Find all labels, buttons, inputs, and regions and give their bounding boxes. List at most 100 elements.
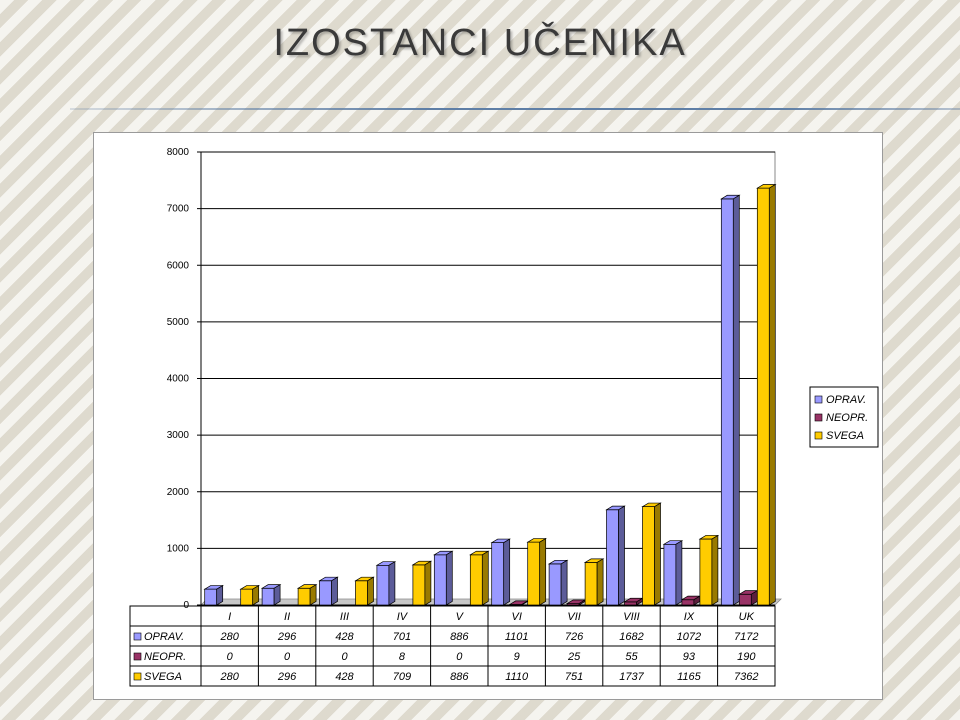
- data-label: 8: [399, 651, 406, 663]
- bar-oprav-v: [433, 554, 447, 606]
- data-label: 886: [450, 671, 469, 683]
- y-tick-label: 3000: [167, 430, 190, 441]
- bar-svega-v: [469, 554, 483, 606]
- bar-side: [445, 550, 453, 606]
- chart-area: 0 1000 2000 3000 4000 5000 6000 7000 8000 I II III I…: [93, 132, 883, 700]
- y-tick-label: 7000: [167, 204, 190, 215]
- data-label: 1682: [619, 631, 643, 643]
- bar-side: [768, 183, 776, 606]
- legend-label: SVEGA: [826, 430, 864, 442]
- data-label: 709: [393, 671, 411, 683]
- bar-svega-uk: [756, 187, 770, 606]
- bar-svega-iv: [412, 564, 426, 606]
- bar-side: [367, 576, 374, 606]
- bar-svega-iii: [355, 580, 368, 606]
- x-tick-label: V: [456, 611, 465, 623]
- data-label: 428: [335, 671, 354, 683]
- data-label: 1101: [505, 631, 529, 643]
- bar-side: [273, 584, 281, 606]
- data-label: 296: [277, 631, 297, 643]
- table-legend-key: [133, 652, 142, 661]
- bar-oprav-vi: [491, 542, 505, 606]
- x-tick-label: III: [340, 611, 349, 623]
- slide-title: IZOSTANCI UČENIKA: [273, 22, 687, 64]
- data-label: 55: [625, 651, 638, 663]
- bar-side: [309, 584, 317, 606]
- bar-svega-ix: [699, 538, 713, 606]
- data-label: 0: [284, 651, 291, 663]
- bar-svega-viii: [642, 506, 655, 606]
- x-tick-label: VI: [511, 611, 521, 623]
- bar-side: [424, 560, 432, 606]
- y-tick-label: 2000: [167, 487, 190, 498]
- bar-side: [654, 502, 661, 606]
- bar-side: [388, 561, 396, 606]
- y-tick-label: 5000: [167, 317, 190, 328]
- data-label: 1072: [677, 631, 701, 643]
- bar-svega-i: [240, 588, 254, 606]
- bar-oprav-i: [204, 588, 218, 606]
- data-label: 1737: [619, 671, 644, 683]
- x-tick-label: II: [284, 611, 290, 623]
- bar-neopr-uk: [738, 593, 752, 606]
- bar-side: [618, 505, 625, 606]
- bar-oprav-ix: [663, 543, 677, 606]
- bar-svega-vii: [584, 562, 598, 606]
- bar-side: [596, 558, 604, 606]
- data-label: 0: [341, 651, 348, 663]
- legend-key: [814, 395, 823, 404]
- bar-svega-ii: [297, 587, 311, 606]
- data-label: 280: [220, 671, 240, 683]
- bar-neopr-viii: [624, 601, 637, 606]
- data-label: 428: [335, 631, 354, 643]
- bar-side: [331, 576, 338, 606]
- table-series-label: SVEGA: [144, 671, 182, 683]
- x-tick-label: IX: [684, 611, 695, 623]
- bar-neopr-ix: [681, 599, 695, 606]
- table-series-label: OPRAV.: [144, 631, 184, 643]
- bar-side: [560, 559, 568, 606]
- bar-oprav-iv: [376, 564, 390, 606]
- data-label: 1165: [677, 671, 702, 683]
- bar-oprav-iii: [319, 580, 332, 606]
- data-label: 25: [567, 651, 581, 663]
- legend-label: OPRAV.: [826, 394, 866, 406]
- legend-key: [814, 431, 823, 440]
- bar-side: [503, 538, 511, 606]
- data-label: 7172: [734, 631, 758, 643]
- table-legend-key: [133, 632, 142, 641]
- bar-side: [481, 550, 489, 606]
- bar-side: [711, 534, 719, 606]
- data-label: 886: [450, 631, 469, 643]
- data-label: 0: [227, 651, 234, 663]
- data-label: 701: [393, 631, 411, 643]
- x-tick-label: IV: [397, 611, 409, 623]
- y-tick-label: 8000: [167, 147, 190, 158]
- bar-svega-vi: [527, 541, 541, 606]
- y-tick-label: 6000: [167, 260, 190, 271]
- table-legend-key: [133, 672, 142, 681]
- y-tick-label: 1000: [167, 543, 190, 554]
- data-label: 726: [565, 631, 584, 643]
- table-series-label: NEOPR.: [144, 651, 186, 663]
- legend-label: NEOPR.: [826, 412, 868, 424]
- data-label: 93: [683, 651, 696, 663]
- bar-side: [252, 584, 260, 606]
- bar-oprav-vii: [548, 563, 562, 606]
- bar-oprav-uk: [720, 198, 734, 606]
- data-label: 296: [277, 671, 297, 683]
- data-label: 0: [456, 651, 463, 663]
- y-tick-label: 4000: [167, 374, 190, 385]
- data-label: 280: [220, 631, 240, 643]
- bar-oprav-viii: [606, 509, 619, 606]
- bar-oprav-ii: [261, 587, 275, 606]
- bar-side: [216, 584, 224, 606]
- bar-side: [732, 194, 740, 606]
- data-label: 1110: [505, 671, 529, 683]
- data-label: 190: [737, 651, 756, 663]
- title-divider: [70, 108, 960, 110]
- x-tick-label: I: [228, 611, 231, 623]
- data-label: 7362: [734, 671, 758, 683]
- x-tick-label: VII: [567, 611, 580, 623]
